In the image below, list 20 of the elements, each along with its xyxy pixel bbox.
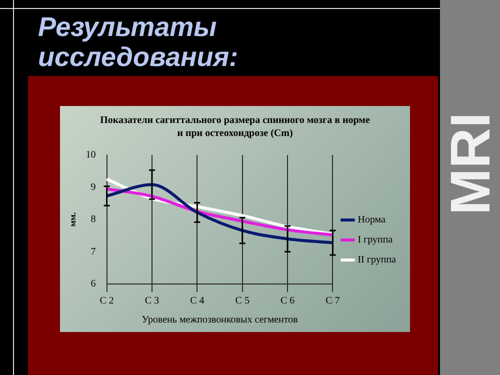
x-tick-label: C 5 bbox=[235, 296, 250, 307]
y-tick-label: 10 bbox=[86, 150, 96, 161]
legend-label: Норма bbox=[358, 214, 386, 226]
x-axis-title: Уровень межпозвонковых сегментов bbox=[142, 314, 298, 326]
x-tick-label: C 7 bbox=[326, 296, 340, 307]
y-tick-label: 6 bbox=[90, 278, 96, 290]
y-tick-label: 9 bbox=[90, 182, 96, 193]
x-tick-label: C 2 bbox=[100, 296, 114, 307]
x-tick-label: C 6 bbox=[280, 296, 295, 307]
line-series bbox=[105, 183, 334, 244]
y-tick-label: 7 bbox=[90, 246, 96, 258]
text: MRI bbox=[438, 112, 500, 215]
x-tick-label: C 4 bbox=[190, 296, 204, 307]
legend-label: I группа bbox=[358, 234, 394, 246]
chart-title: Результаты исследования: bbox=[38, 12, 240, 72]
x-tick-label: C 3 bbox=[144, 296, 160, 307]
legend-label: II группа bbox=[358, 254, 397, 266]
y-tick-label: 8 bbox=[90, 214, 96, 226]
chart-subtitle: Показатели сагиттального размера спинного мозга в норме и при остеохондрозе (Cm) bbox=[100, 114, 370, 140]
y-axis-title: мм. bbox=[68, 212, 78, 227]
